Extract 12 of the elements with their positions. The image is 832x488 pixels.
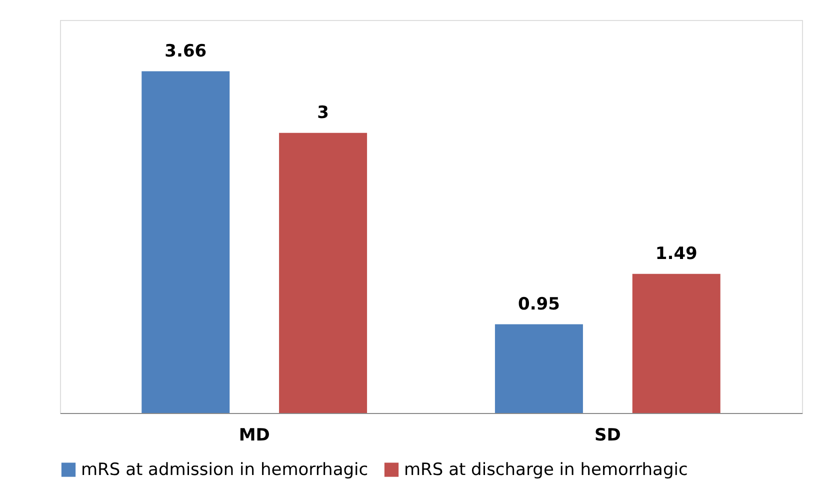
- legend-label: mRS at admission in hemorrhagic: [81, 460, 368, 480]
- x-tick-label: SD: [594, 426, 621, 446]
- data-label: 3.66: [164, 41, 207, 62]
- data-label: 3: [317, 102, 329, 123]
- data-label: 0.95: [518, 294, 560, 314]
- bar: [279, 132, 368, 413]
- x-tick-label: MD: [238, 426, 270, 446]
- bar: [494, 324, 583, 413]
- bar: [142, 71, 230, 413]
- bar: [632, 274, 720, 413]
- legend-label: mRS at discharge in hemorrhagic: [404, 460, 688, 480]
- data-label: 1.49: [655, 244, 698, 264]
